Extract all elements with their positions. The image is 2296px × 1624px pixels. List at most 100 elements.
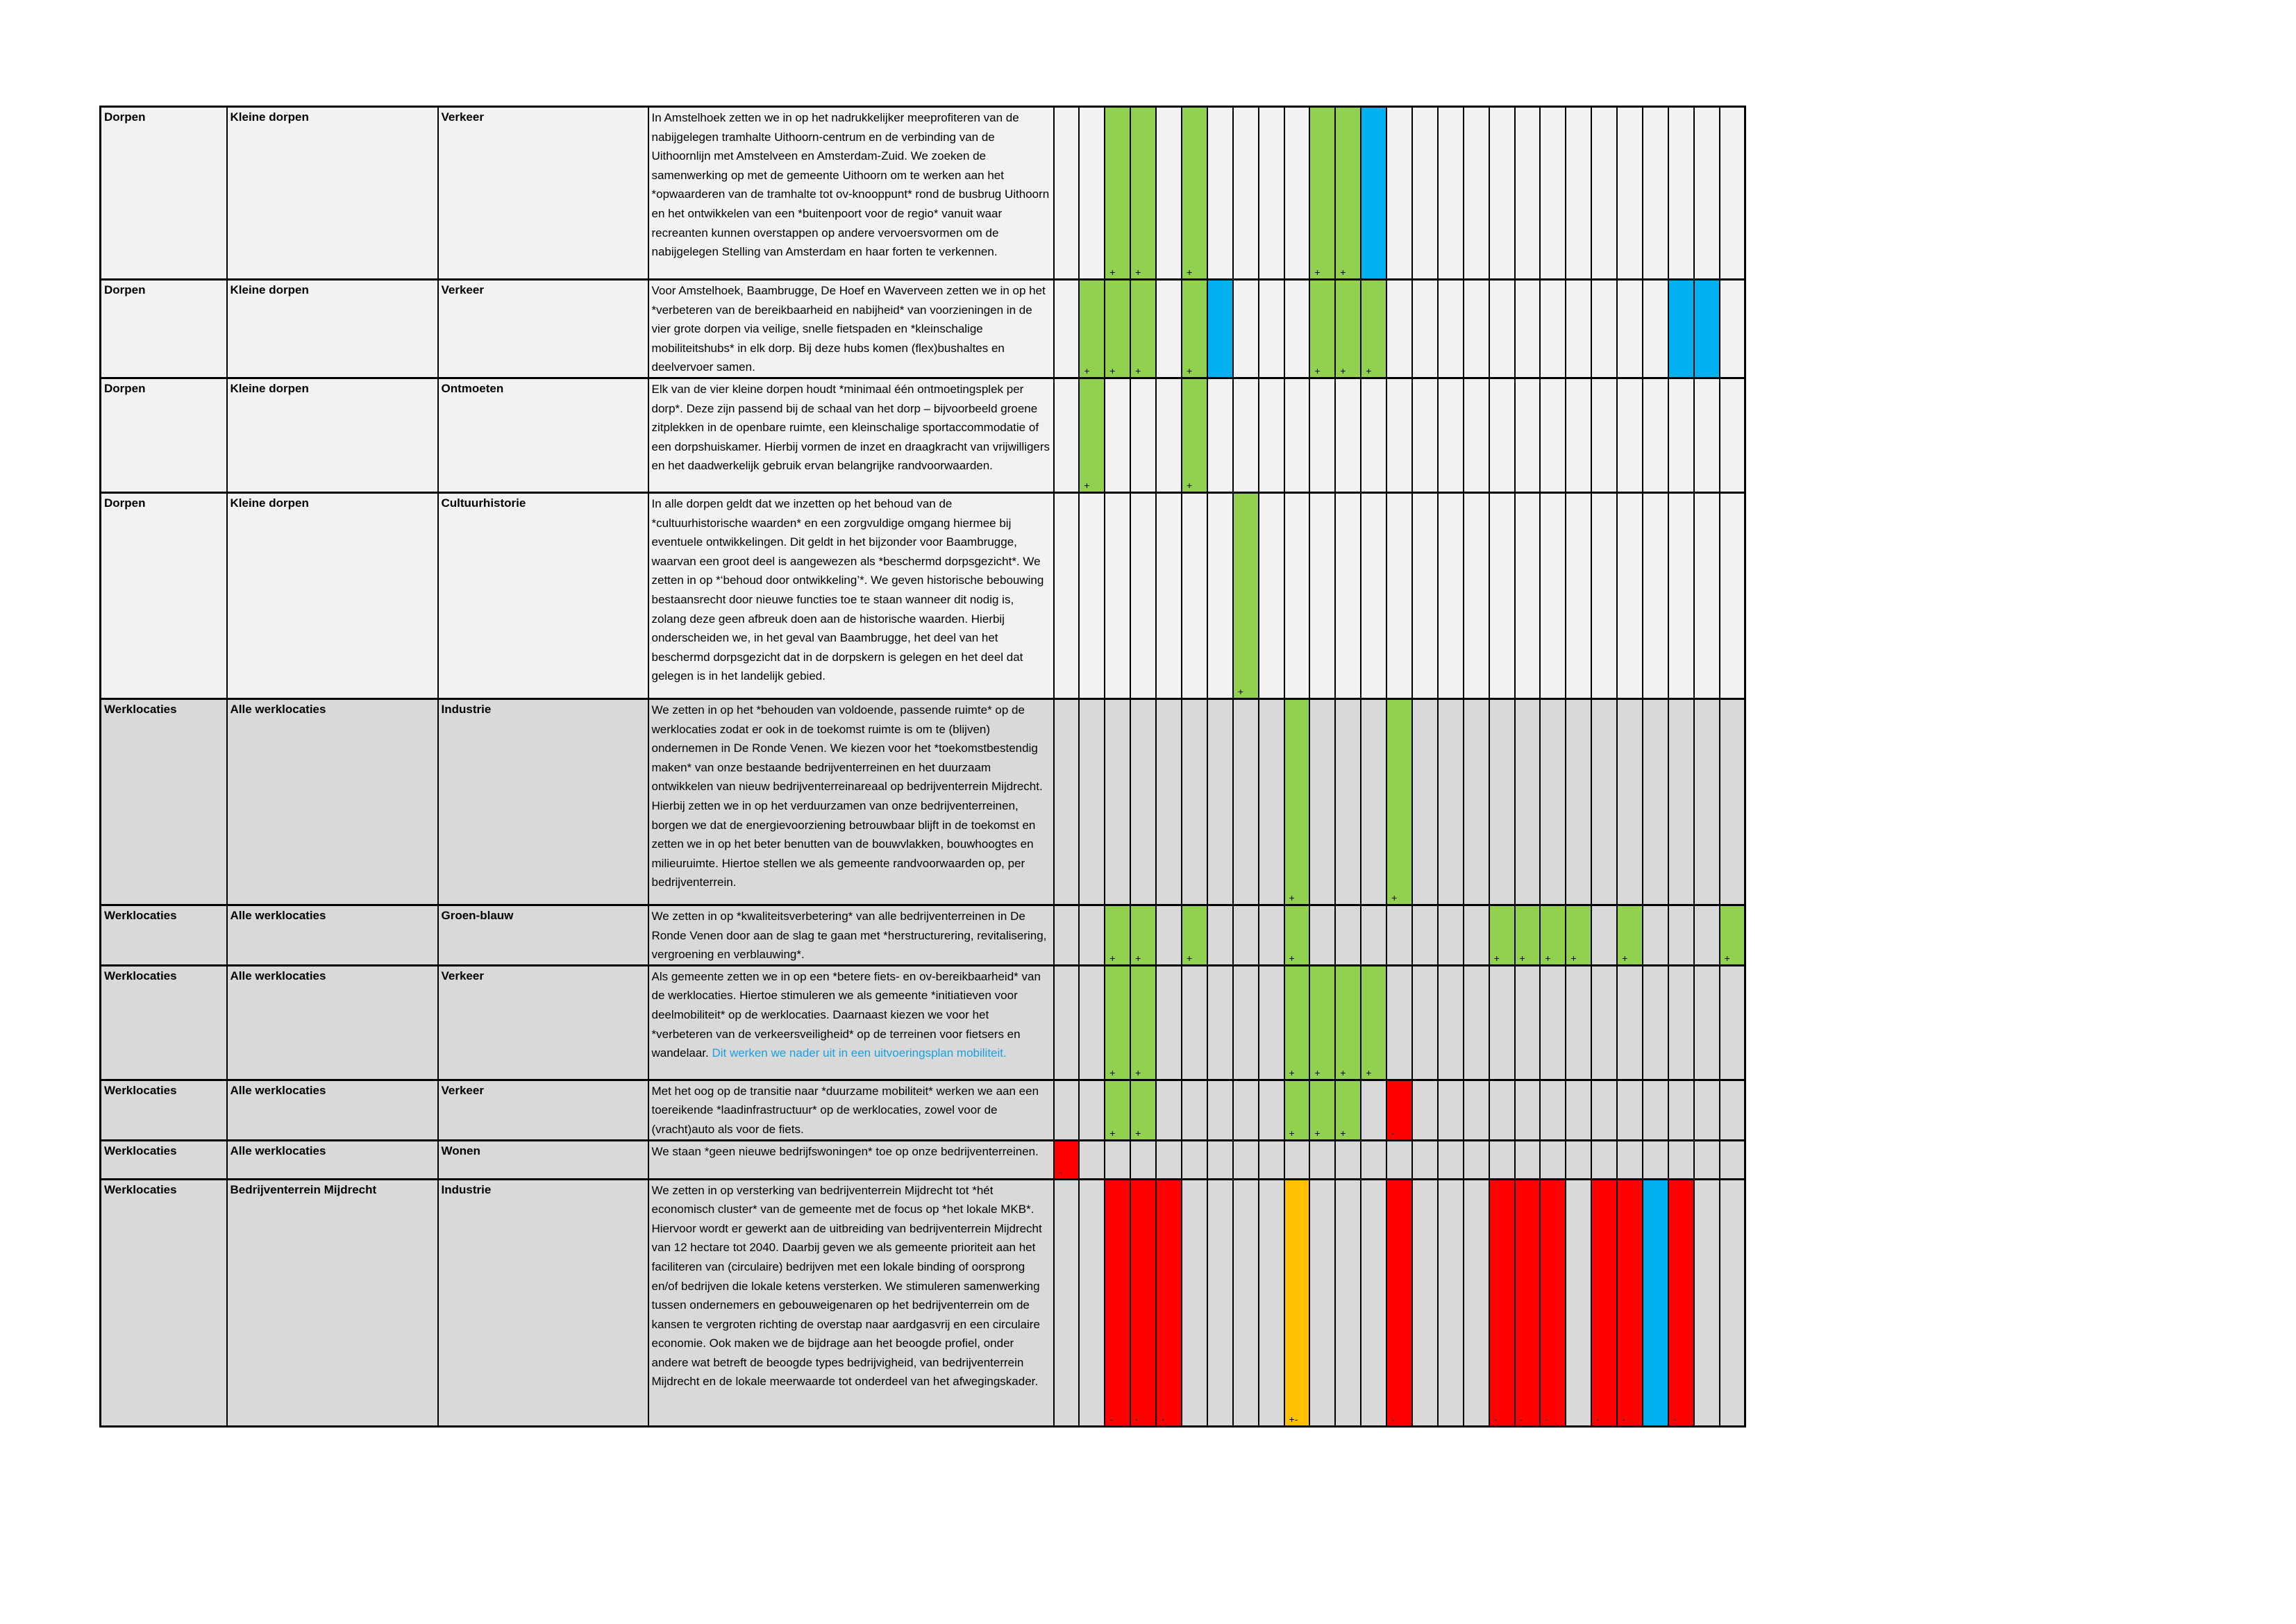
gebied-label-cell: Werklocaties [99, 964, 228, 1081]
score-cell [1539, 698, 1567, 906]
thema-label-cell: Cultuurhistorie [437, 492, 649, 700]
score-cell [1206, 964, 1234, 1081]
score-sign: + [1109, 952, 1116, 964]
score-cell [1206, 1178, 1234, 1428]
score-cell [1616, 106, 1643, 281]
score-cell [1514, 964, 1541, 1081]
score-cell [1053, 492, 1080, 700]
gebied-label: Dorpen [104, 496, 146, 510]
score-cell [1411, 964, 1439, 1081]
score-cell [1488, 377, 1516, 494]
score-cell [1616, 1079, 1643, 1141]
description-text: Elk van de vier kleine dorpen houdt *min… [649, 379, 1053, 476]
score-cell [1257, 1139, 1285, 1180]
score-cell [1718, 964, 1746, 1081]
score-cell [1565, 278, 1593, 379]
score-cell [1360, 1139, 1388, 1180]
score-cell [1436, 1079, 1464, 1141]
score-cell [1130, 698, 1157, 906]
score-sign: + [1289, 1066, 1295, 1078]
score-cell [1078, 1139, 1106, 1180]
score-cell [1411, 278, 1439, 379]
score-cell [1078, 492, 1106, 700]
score-cell [1206, 106, 1234, 281]
table-row: Dorpen Kleine dorpen Cultuurhistorie In all… [99, 492, 1746, 700]
score-cell [1155, 106, 1182, 281]
description-body: We zetten in op versterking van bedrijve… [651, 1183, 1042, 1389]
score-cell: + [1180, 377, 1208, 494]
score-cell [1667, 1139, 1695, 1180]
score-cell [1616, 492, 1643, 700]
score-sign: + [1314, 1066, 1321, 1078]
gebied-label-cell: Werklocaties [99, 1079, 228, 1141]
gebied-label: Werklocaties [104, 1144, 177, 1157]
score-cell [1718, 698, 1746, 906]
gebied-label-cell: Dorpen [99, 492, 228, 700]
score-cell [1283, 492, 1311, 700]
score-cell [1309, 1178, 1336, 1428]
score-cell [1462, 377, 1490, 494]
score-cell [1693, 904, 1720, 966]
score-cell [1130, 1139, 1157, 1180]
thema-label-cell: Groen-blauw [437, 904, 649, 966]
description-body: We staan *geen nieuwe bedrijfswoningen* … [651, 1144, 1039, 1158]
score-cell [1539, 106, 1567, 281]
score-sign: - [1135, 1413, 1139, 1425]
score-sign: + [1519, 952, 1525, 964]
description-text: Voor Amstelhoek, Baambrugge, De Hoef en … [649, 281, 1053, 377]
score-cell [1436, 964, 1464, 1081]
score-cell [1514, 377, 1541, 494]
score-cell [1206, 278, 1234, 379]
score-cell: + [1104, 106, 1132, 281]
assessment-table: Dorpen Kleine dorpen Verkeer In Amstelhoek … [99, 106, 1747, 1428]
deelgebied-label: Bedrijventerrein Mijdrecht [230, 1182, 377, 1196]
description-text: Als gemeente zetten we in op een *betere… [649, 966, 1053, 1063]
score-cell [1411, 904, 1439, 966]
score-cell [1565, 492, 1593, 700]
score-cell [1283, 278, 1311, 379]
score-cell [1693, 492, 1720, 700]
score-cell [1616, 964, 1643, 1081]
description-link[interactable]: Dit werken we nader uit in een uitvoerin… [712, 1046, 1007, 1060]
score-cell [1232, 698, 1259, 906]
description-body: We zetten in op *kwaliteitsverbetering* … [651, 909, 1047, 962]
score-sign: + [1289, 891, 1295, 903]
gebied-label-cell: Werklocaties [99, 1178, 228, 1428]
gebied-label-cell: Dorpen [99, 377, 228, 494]
deelgebied-label-cell: Kleine dorpen [226, 106, 439, 281]
score-cell [1616, 698, 1643, 906]
score-cell [1334, 1139, 1362, 1180]
score-cell [1411, 106, 1439, 281]
score-sign: - [1596, 1413, 1600, 1425]
score-cell [1386, 106, 1413, 281]
score-cell: + [1309, 964, 1336, 1081]
score-cell [1078, 1178, 1106, 1428]
description-body: Voor Amstelhoek, Baambrugge, De Hoef en … [651, 284, 1046, 374]
deelgebied-label: Kleine dorpen [230, 110, 309, 124]
score-cell [1078, 904, 1106, 966]
gebied-label: Dorpen [104, 381, 146, 395]
description-cell: Elk van de vier kleine dorpen houdt *min… [647, 377, 1055, 494]
score-cell [1667, 964, 1695, 1081]
score-sign: + [1366, 365, 1372, 376]
score-cell [1360, 377, 1388, 494]
description-cell: Als gemeente zetten we in op een *betere… [647, 964, 1055, 1081]
table-row: Werklocaties Alle werklocaties Industrie We… [99, 698, 1746, 906]
score-cell [1155, 377, 1182, 494]
score-cell [1078, 106, 1106, 281]
score-cell [1283, 377, 1311, 494]
score-sign: + [1314, 1127, 1321, 1139]
table-row: Werklocaties Alle werklocaties Verkeer Als … [99, 964, 1746, 1081]
score-cell [1360, 106, 1388, 281]
score-cell: + [1616, 904, 1643, 966]
score-cell: + [1386, 698, 1413, 906]
score-cell [1591, 964, 1618, 1081]
score-cell [1514, 278, 1541, 379]
score-cell [1257, 278, 1285, 379]
score-cell [1411, 698, 1439, 906]
score-sign: - [1109, 1413, 1113, 1425]
score-cell: + [1283, 904, 1311, 966]
score-cell: - [1104, 1178, 1132, 1428]
score-cell [1667, 377, 1695, 494]
table-row: Werklocaties Alle werklocaties Groen-blauw… [99, 904, 1746, 966]
